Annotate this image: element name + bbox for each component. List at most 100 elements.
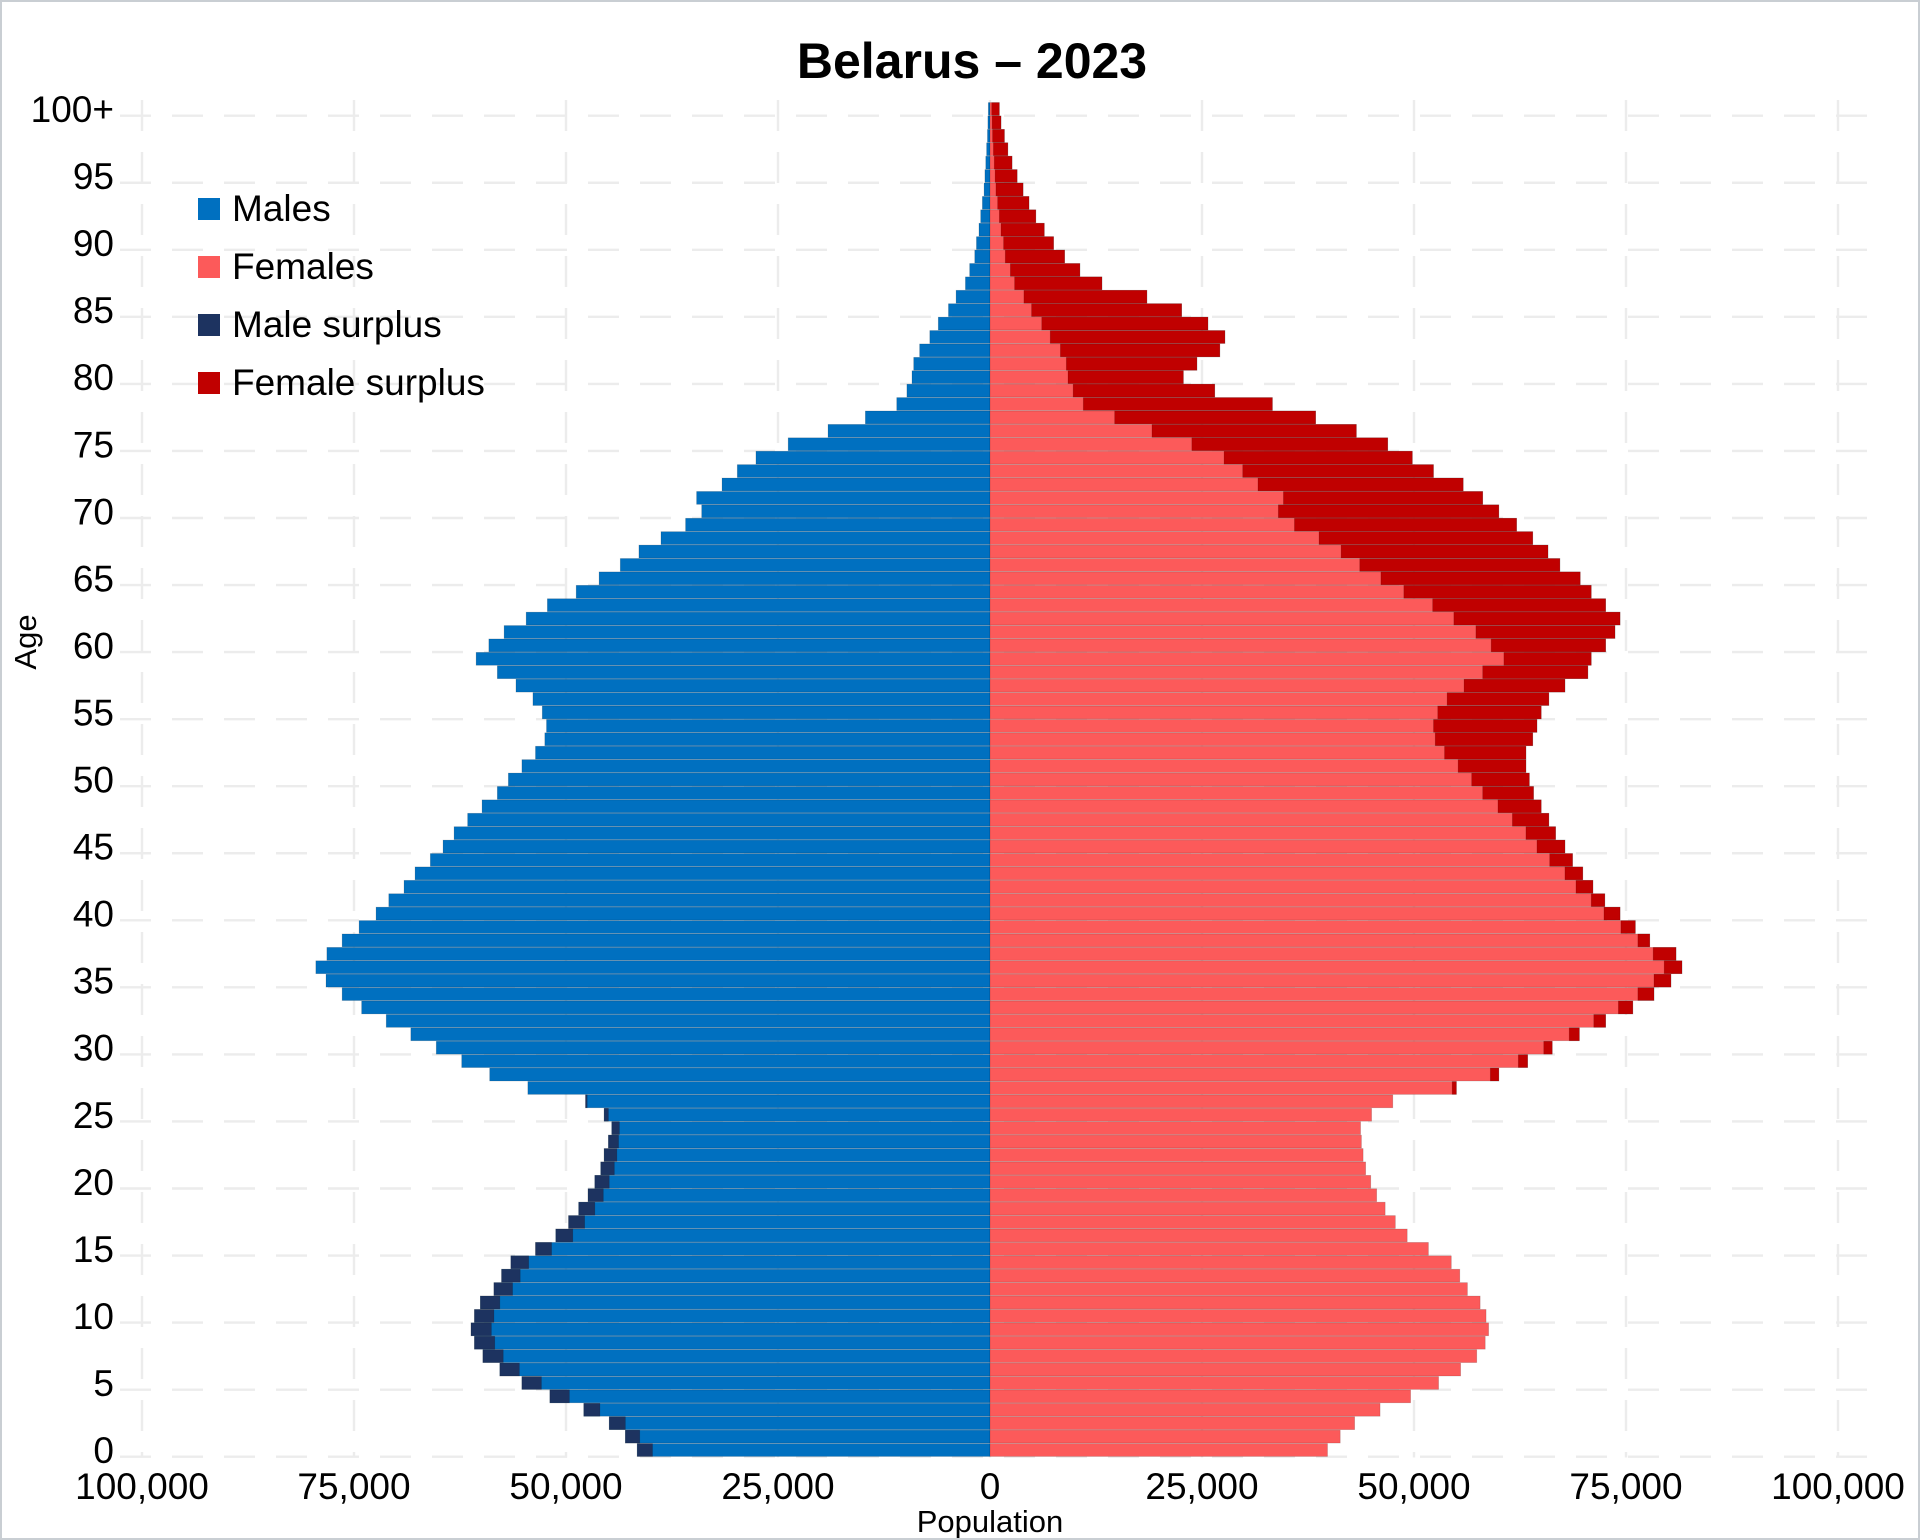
bar-male-age-80 — [911, 370, 991, 384]
bar-female-surplus-age-81 — [1065, 356, 1198, 371]
bar-male-age-45 — [442, 839, 991, 854]
bar-female-surplus-age-27 — [1451, 1081, 1457, 1095]
bar-male-age-77 — [864, 410, 991, 425]
bar-male-age-43 — [414, 866, 991, 881]
bar-male-age-34 — [341, 987, 991, 1001]
bar-female-surplus-age-51 — [1457, 759, 1527, 773]
bar-female-surplus-age-38 — [1637, 933, 1651, 948]
y-tick-label: 75 — [73, 424, 114, 465]
bar-male-age-21 — [600, 1161, 991, 1176]
legend-label: Male surplus — [232, 304, 442, 345]
bar-female-surplus-age-97 — [993, 142, 1009, 157]
bar-female-age-36 — [989, 960, 1683, 975]
bar-male-age-76 — [827, 424, 991, 438]
bar-male-surplus-age-10 — [474, 1309, 495, 1323]
bar-female-surplus-age-100 — [991, 102, 1000, 116]
bar-female-surplus-age-85 — [1031, 303, 1182, 317]
bar-female-age-28 — [989, 1067, 1500, 1082]
bar-female-age-11 — [989, 1295, 1481, 1310]
bar-male-age-22 — [603, 1148, 991, 1162]
bar-male-age-94 — [983, 182, 991, 197]
y-tick-label: 70 — [73, 491, 114, 532]
bar-male-age-39 — [358, 920, 991, 934]
bar-female-age-45 — [989, 839, 1566, 854]
bar-female-surplus-age-82 — [1060, 343, 1221, 358]
bar-female-age-16 — [989, 1228, 1408, 1243]
bar-female-surplus-age-35 — [1653, 973, 1672, 988]
bar-female-age-27 — [989, 1081, 1457, 1095]
bar-female-age-1 — [989, 1429, 1341, 1444]
bar-female-surplus-age-32 — [1593, 1014, 1606, 1028]
bar-female-age-20 — [989, 1174, 1372, 1189]
bar-female-surplus-age-46 — [1525, 826, 1556, 840]
bar-male-age-79 — [906, 383, 991, 398]
bar-male-age-87 — [965, 276, 991, 291]
bar-female-surplus-age-94 — [995, 182, 1024, 197]
bar-female-surplus-age-39 — [1620, 920, 1636, 934]
y-tick-label: 65 — [73, 558, 114, 599]
x-tick-label: 100,000 — [75, 1466, 209, 1507]
bar-female-surplus-age-70 — [1277, 504, 1500, 519]
pyramid-bars — [315, 102, 1683, 1457]
bar-male-age-27 — [527, 1081, 991, 1095]
bar-female-age-4 — [989, 1389, 1411, 1404]
bar-female-age-52 — [989, 745, 1527, 760]
bar-female-age-37 — [989, 947, 1677, 961]
bar-female-surplus-age-83 — [1049, 330, 1226, 344]
bar-male-age-28 — [489, 1067, 991, 1082]
legend-label: Males — [232, 188, 331, 229]
bar-male-age-91 — [978, 222, 991, 237]
bar-male-surplus-age-26 — [585, 1094, 588, 1109]
bar-female-age-10 — [989, 1309, 1487, 1323]
bar-male-age-33 — [361, 1000, 991, 1015]
bar-female-surplus-age-60 — [1490, 638, 1606, 653]
bar-female-surplus-age-71 — [1283, 491, 1484, 505]
legend-label: Female surplus — [232, 362, 485, 403]
bar-male-age-74 — [755, 450, 991, 465]
x-tick-label: 75,000 — [1569, 1466, 1682, 1507]
bar-male-age-19 — [587, 1188, 991, 1203]
bar-female-age-24 — [989, 1121, 1361, 1135]
bar-male-age-23 — [608, 1134, 991, 1149]
bar-female-age-42 — [989, 879, 1594, 894]
bar-female-age-25 — [989, 1107, 1372, 1122]
bar-male-age-16 — [555, 1228, 991, 1243]
bar-male-surplus-age-25 — [603, 1107, 609, 1122]
bar-male-surplus-age-7 — [482, 1349, 504, 1363]
bar-female-age-34 — [989, 987, 1655, 1001]
y-tick-label: 0 — [93, 1430, 114, 1471]
y-tick-label: 20 — [73, 1162, 114, 1203]
bar-male-age-65 — [598, 571, 991, 586]
bar-female-surplus-age-59 — [1503, 652, 1592, 666]
x-tick-label: 75,000 — [297, 1466, 410, 1507]
legend-swatch-male-surplus — [198, 314, 220, 336]
bar-female-age-15 — [989, 1242, 1429, 1256]
bar-female-age-14 — [989, 1255, 1452, 1270]
x-tick-label: 0 — [980, 1466, 1001, 1507]
bar-female-age-32 — [989, 1014, 1606, 1028]
bar-female-surplus-age-69 — [1294, 517, 1517, 532]
bar-female-age-2 — [989, 1416, 1355, 1430]
bar-male-surplus-age-5 — [521, 1376, 542, 1390]
bar-male-surplus-age-22 — [603, 1148, 618, 1162]
gridlines — [120, 100, 1884, 1458]
bar-female-surplus-age-65 — [1380, 571, 1581, 586]
bar-male-surplus-age-13 — [501, 1268, 521, 1283]
bar-female-surplus-age-40 — [1603, 906, 1621, 921]
bar-male-age-50 — [507, 772, 991, 787]
bar-female-age-22 — [989, 1148, 1364, 1162]
bar-female-age-6 — [989, 1362, 1461, 1377]
bar-female-surplus-age-91 — [1000, 222, 1045, 237]
bar-male-age-59 — [475, 652, 991, 666]
bar-female-surplus-age-87 — [1014, 276, 1103, 291]
bar-male-age-78 — [896, 397, 991, 411]
bar-male-surplus-age-17 — [568, 1215, 586, 1229]
bar-male-age-98 — [987, 129, 991, 143]
bar-male-age-69 — [685, 517, 991, 532]
bar-male-age-88 — [969, 263, 991, 277]
bar-male-age-55 — [541, 705, 991, 720]
bar-female-surplus-age-58 — [1482, 665, 1589, 680]
bar-male-age-42 — [403, 879, 991, 894]
bar-male-age-85 — [948, 303, 991, 317]
